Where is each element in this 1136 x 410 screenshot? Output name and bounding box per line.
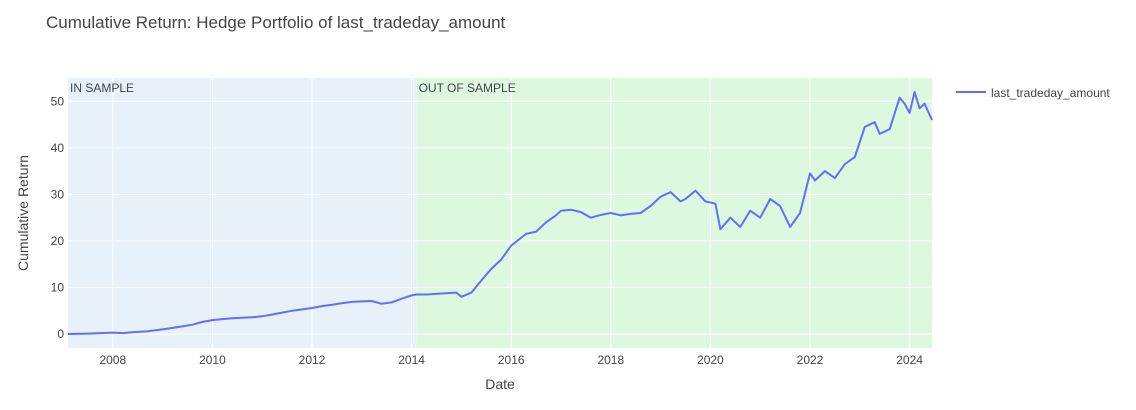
x-tick-label: 2022 bbox=[797, 353, 824, 367]
x-tick-label: 2012 bbox=[299, 353, 326, 367]
x-tick-label: 2010 bbox=[199, 353, 226, 367]
y-tick-label: 40 bbox=[51, 141, 65, 155]
x-tick-label: 2014 bbox=[398, 353, 425, 367]
x-tick-label: 2024 bbox=[896, 353, 923, 367]
plot-area[interactable]: IN SAMPLE OUT OF SAMPLE bbox=[67, 78, 933, 348]
region-in-sample bbox=[68, 78, 417, 348]
y-tick-label: 0 bbox=[57, 327, 64, 341]
region-out-of-sample bbox=[416, 78, 932, 348]
x-axis-label: Date bbox=[485, 376, 515, 392]
series-line[interactable] bbox=[67, 91, 933, 335]
x-tick-label: 2008 bbox=[99, 353, 126, 367]
x-tick-label: 2018 bbox=[597, 353, 624, 367]
x-tick-label: 2020 bbox=[697, 353, 724, 367]
y-tick-label: 10 bbox=[51, 280, 65, 294]
region-label-in-sample: IN SAMPLE bbox=[70, 81, 134, 95]
chart-title: Cumulative Return: Hedge Portfolio of la… bbox=[46, 13, 506, 32]
legend[interactable]: last_tradeday_amount bbox=[956, 86, 1110, 100]
y-axis-label: Cumulative Return bbox=[15, 155, 31, 271]
grid bbox=[68, 78, 932, 348]
y-axis-ticks: 0 10 20 30 40 50 bbox=[51, 94, 65, 341]
y-tick-label: 30 bbox=[51, 187, 65, 201]
y-tick-label: 20 bbox=[51, 234, 65, 248]
y-tick-label: 50 bbox=[51, 94, 65, 108]
x-tick-label: 2016 bbox=[498, 353, 525, 367]
x-axis-ticks: 2008 2010 2012 2014 2016 2018 2020 2022 2024 bbox=[99, 353, 923, 367]
region-label-out-of-sample: OUT OF SAMPLE bbox=[419, 81, 516, 95]
legend-entry-label: last_tradeday_amount bbox=[991, 86, 1110, 100]
